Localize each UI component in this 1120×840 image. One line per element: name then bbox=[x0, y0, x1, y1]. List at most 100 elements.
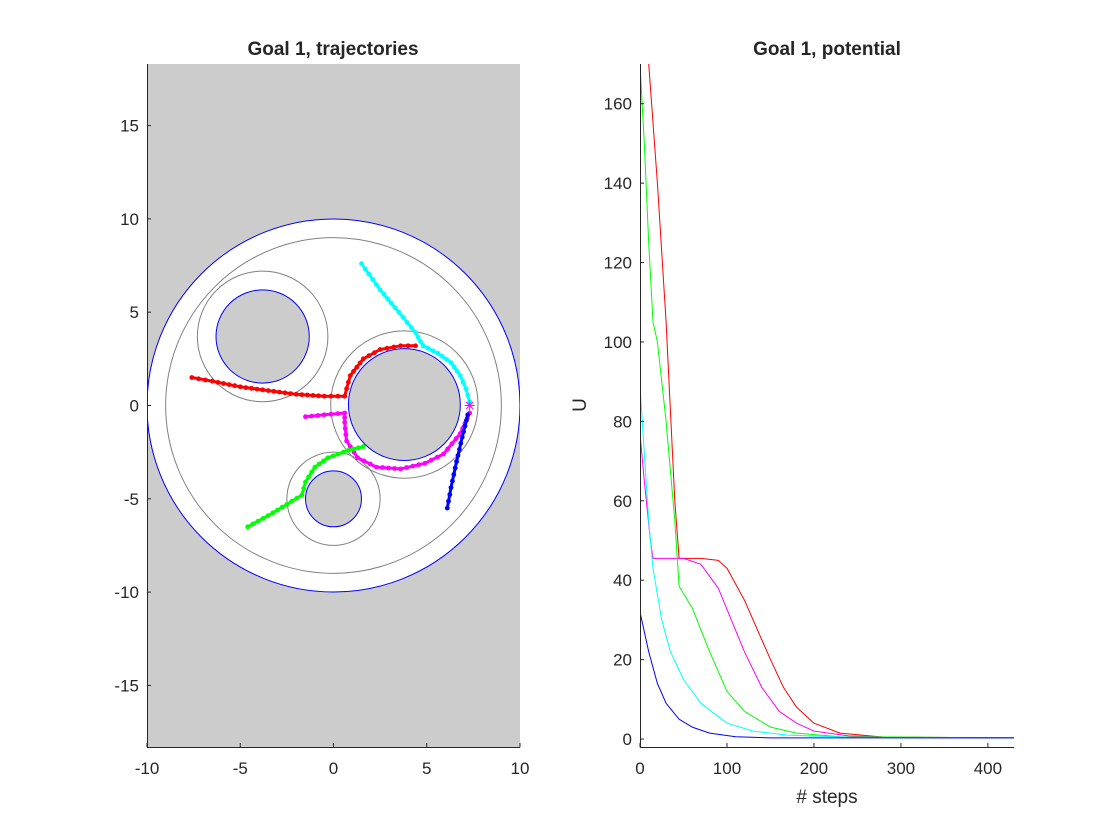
trajectory-point bbox=[453, 436, 459, 441]
obstacle-guide-circle bbox=[330, 330, 479, 479]
x-tick-label: 0 bbox=[635, 759, 644, 778]
y-tick-label: 10 bbox=[120, 210, 139, 229]
trajectory-series bbox=[303, 410, 473, 472]
trajectory-point bbox=[237, 384, 243, 390]
trajectory-point bbox=[380, 465, 385, 470]
x-tick-label: 10 bbox=[511, 759, 530, 778]
trajectory-point bbox=[360, 356, 366, 362]
trajectory-point bbox=[277, 389, 282, 395]
potential-series-line bbox=[640, 433, 1014, 739]
trajectory-point bbox=[430, 348, 436, 354]
trajectory-point bbox=[415, 334, 421, 340]
trajectory-point bbox=[250, 521, 256, 527]
trajectory-point bbox=[360, 444, 366, 449]
potential-series-line bbox=[640, 611, 1014, 739]
trajectory-point bbox=[362, 266, 368, 272]
trajectory-point bbox=[441, 451, 446, 457]
trajectory-point bbox=[463, 386, 469, 392]
trajectory-point bbox=[462, 423, 468, 429]
y-tick-label: 5 bbox=[130, 303, 139, 322]
potential-axes: Goal 1, potential 0 100 200 300 400 0 20 40 60 80… bbox=[570, 39, 1014, 808]
trajectory-point bbox=[271, 388, 277, 394]
trajectory-point bbox=[359, 261, 364, 267]
trajectory-point bbox=[315, 413, 321, 418]
trajectories-axes: Goal 1, trajectories -10 -5 0 5 10 -15 -10 -5 0 5… bbox=[114, 39, 529, 778]
trajectory-point bbox=[454, 368, 460, 374]
potential-series-line bbox=[640, 385, 1014, 739]
trajectory-point bbox=[305, 392, 310, 398]
trajectory-point bbox=[294, 495, 300, 501]
workspace-boundary bbox=[147, 218, 520, 593]
trajectory-point bbox=[344, 386, 349, 392]
trajectory-point bbox=[328, 411, 334, 417]
y-tick-label: 15 bbox=[120, 117, 139, 136]
trajectory-point bbox=[450, 478, 455, 484]
trajectory-point bbox=[249, 385, 254, 391]
trajectory-point bbox=[366, 353, 372, 359]
trajectory-point bbox=[384, 345, 390, 351]
trajectory-point bbox=[451, 364, 457, 370]
obstacle-disk bbox=[347, 348, 461, 462]
trajectory-point bbox=[351, 369, 356, 374]
trajectory-point bbox=[265, 513, 271, 518]
trajectory-point bbox=[425, 345, 431, 351]
trajectory-point bbox=[444, 505, 450, 511]
y-tick-label: 140 bbox=[604, 174, 632, 193]
x-tick-label: 5 bbox=[422, 759, 431, 778]
trajectory-point bbox=[377, 347, 383, 352]
trajectory-point bbox=[243, 385, 249, 390]
trajectory-point bbox=[335, 411, 341, 416]
x-tick-label: 300 bbox=[887, 759, 915, 778]
trajectory-point bbox=[448, 485, 454, 490]
trajectory-point bbox=[203, 377, 208, 383]
potential-ylabel: U bbox=[570, 398, 591, 412]
obstacle-disk bbox=[305, 470, 362, 528]
trajectory-point bbox=[293, 391, 299, 397]
trajectory-point bbox=[372, 350, 377, 355]
trajectory-point bbox=[398, 466, 403, 472]
trajectory-point bbox=[446, 498, 451, 504]
trajectory-point bbox=[321, 393, 327, 399]
y-tick-label: 160 bbox=[604, 95, 632, 114]
trajectory-point bbox=[215, 380, 221, 385]
trajectory-point bbox=[321, 412, 327, 418]
y-tick-label: 80 bbox=[613, 412, 632, 431]
trajectory-point bbox=[465, 392, 471, 398]
trajectory-point bbox=[457, 447, 462, 452]
x-tick-label: 0 bbox=[329, 759, 338, 778]
potential-title: Goal 1, potential bbox=[753, 39, 901, 60]
trajectory-point bbox=[265, 388, 271, 393]
trajectory-point bbox=[452, 465, 458, 471]
trajectory-point bbox=[361, 458, 367, 464]
y-tick-label: 40 bbox=[613, 571, 632, 590]
y-tick-label: -10 bbox=[114, 583, 139, 602]
trajectory-point bbox=[335, 393, 341, 399]
trajectory-point bbox=[189, 375, 195, 380]
trajectory-point bbox=[444, 357, 449, 362]
trajectory-point bbox=[221, 381, 226, 386]
trajectory-point bbox=[270, 510, 276, 516]
obstacle-guide-circle bbox=[196, 270, 329, 403]
trajectory-point bbox=[209, 378, 215, 384]
trajectory-point bbox=[449, 441, 455, 447]
trajectory-point bbox=[445, 446, 451, 452]
trajectory-point bbox=[447, 492, 453, 497]
trajectory-point bbox=[374, 464, 379, 470]
trajectory-series bbox=[245, 444, 366, 530]
trajectory-point bbox=[301, 486, 307, 491]
trajectory-point bbox=[409, 325, 414, 330]
obstacle-guide-circle bbox=[286, 451, 381, 546]
trajectory-point bbox=[347, 373, 353, 378]
trajectory-point bbox=[303, 414, 308, 420]
trajectory-point bbox=[346, 379, 351, 385]
trajectory-point bbox=[245, 524, 251, 530]
trajectory-point bbox=[289, 498, 295, 504]
trajectory-point bbox=[420, 343, 426, 349]
trajectory-point bbox=[310, 393, 316, 398]
goal-marker bbox=[464, 400, 475, 411]
trajectory-point bbox=[282, 390, 288, 396]
trajectory-point bbox=[428, 457, 434, 463]
trajectory-point bbox=[316, 461, 322, 467]
trajectory-point bbox=[391, 344, 397, 350]
trajectory-point bbox=[312, 464, 318, 470]
